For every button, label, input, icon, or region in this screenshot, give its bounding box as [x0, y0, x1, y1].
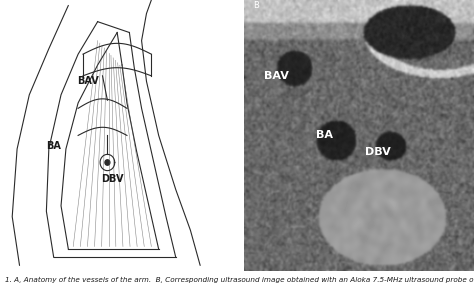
Polygon shape — [105, 160, 110, 165]
Text: BA: BA — [46, 141, 61, 151]
Text: BAV: BAV — [264, 71, 289, 81]
Text: BAV: BAV — [77, 76, 99, 86]
Text: DBV: DBV — [365, 147, 390, 157]
Text: 1. A, Anatomy of the vessels of the arm.  B, Corresponding ultrasound image obta: 1. A, Anatomy of the vessels of the arm.… — [5, 276, 473, 283]
Text: BA: BA — [316, 131, 333, 140]
Text: B: B — [253, 1, 259, 10]
Text: DBV: DBV — [101, 174, 124, 184]
